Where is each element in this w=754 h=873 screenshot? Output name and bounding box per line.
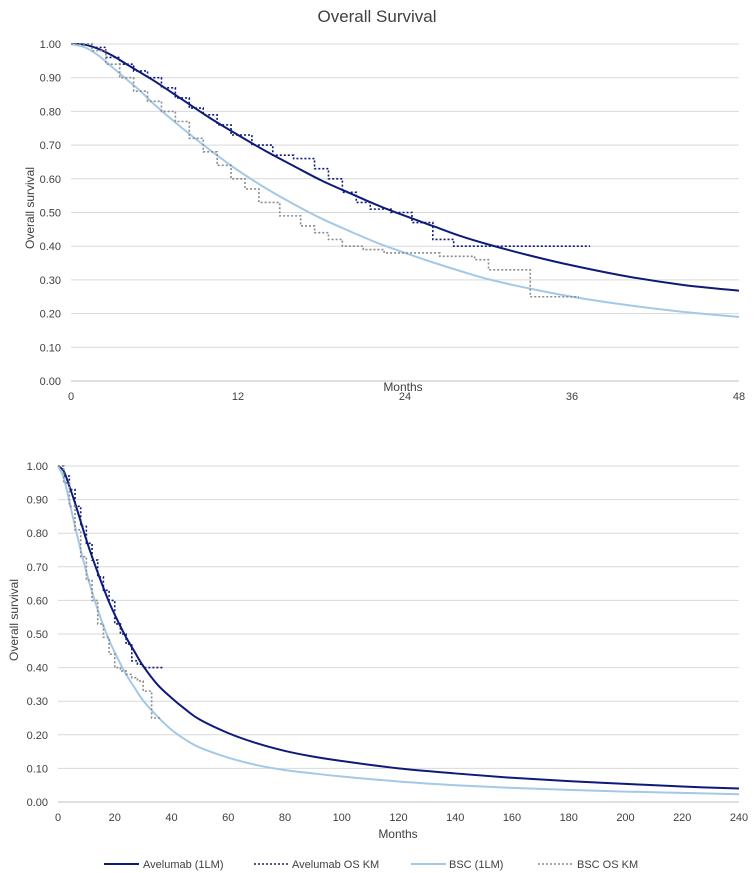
- y-tick-label: 0.10: [40, 342, 61, 354]
- x-axis-label: Months: [378, 827, 417, 841]
- y-tick-label: 0.80: [40, 106, 61, 118]
- series-line-bsc-os-km: [58, 465, 162, 719]
- y-tick-label: 0.80: [27, 528, 48, 540]
- legend-label: Avelumab (1LM): [143, 859, 224, 871]
- y-tick-label: 0.30: [27, 696, 48, 708]
- x-tick-label: 220: [673, 812, 691, 824]
- x-tick-label: 12: [232, 391, 244, 403]
- x-tick-label: 180: [560, 812, 578, 824]
- y-tick-label: 0.40: [40, 241, 61, 253]
- x-tick-label: 0: [55, 812, 61, 824]
- series-line-avelumab-1lm: [70, 43, 740, 292]
- x-tick-label: 140: [446, 812, 464, 824]
- y-tick-label: 1.00: [40, 39, 61, 51]
- legend-item-bsc-os-km: BSC OS KM: [538, 859, 638, 871]
- y-tick-label: 0.50: [40, 208, 61, 220]
- x-tick-label: 120: [389, 812, 407, 824]
- panel-bottom-240-months: 0.00 0.10 0.20 0.30 0.40 0.50 0.60 0.70 0.80 0.90…: [7, 461, 748, 841]
- y-tick-label: 0.40: [27, 663, 48, 675]
- y-tick-label: 0.20: [27, 730, 48, 742]
- x-tick-label: 40: [165, 812, 177, 824]
- series-line-avelumab-os-km: [71, 43, 591, 247]
- series-line-avelumab-1lm: [57, 465, 740, 790]
- series-line-avelumab-os-km: [58, 465, 164, 669]
- x-tick-label: 80: [279, 812, 291, 824]
- legend-item-bsc-1lm: BSC (1LM): [411, 859, 503, 871]
- x-tick-label: 60: [222, 812, 234, 824]
- y-tick-label: 0.60: [27, 595, 48, 607]
- y-tick-label: 0.00: [27, 797, 48, 809]
- x-axis-label: Months: [383, 380, 422, 394]
- y-tick-label: 0.70: [40, 140, 61, 152]
- legend-item-avelumab-os-km: Avelumab OS KM: [254, 859, 379, 871]
- x-tick-label: 160: [503, 812, 521, 824]
- legend-label: Avelumab OS KM: [292, 859, 379, 871]
- legend-label: BSC (1LM): [449, 859, 503, 871]
- y-tick-label: 0.20: [40, 309, 61, 321]
- x-tick-label: 240: [730, 812, 748, 824]
- series-line-bsc-1lm: [57, 465, 740, 796]
- x-tick-label: 36: [566, 391, 578, 403]
- series-line-bsc-os-km: [71, 43, 579, 298]
- x-tick-label: 20: [109, 812, 121, 824]
- y-tick-label: 0.90: [27, 495, 48, 507]
- y-tick-label: 0.60: [40, 174, 61, 186]
- x-tick-label: 48: [733, 391, 745, 403]
- series-line-bsc-1lm: [70, 43, 740, 318]
- y-tick-label: 0.70: [27, 562, 48, 574]
- y-tick-label: 0.00: [40, 376, 61, 388]
- chart-title: Overall Survival: [317, 7, 436, 26]
- x-tick-label: 24: [399, 391, 411, 403]
- legend-item-avelumab-1lm: Avelumab (1LM): [104, 859, 224, 871]
- legend-label: BSC OS KM: [577, 859, 638, 871]
- y-axis-label: Overall survival: [23, 167, 37, 249]
- panel-top-48-months: 0.00 0.10 0.20 0.30 0.40 0.50 0.60 0.70 0.80 0.90…: [23, 39, 745, 403]
- y-tick-label: 0.10: [27, 763, 48, 775]
- x-tick-label: 0: [68, 391, 74, 403]
- y-tick-label: 0.50: [27, 629, 48, 641]
- y-axis-label: Overall survival: [7, 579, 21, 661]
- y-tick-label: 0.30: [40, 275, 61, 287]
- y-tick-label: 1.00: [27, 461, 48, 473]
- x-tick-label: 200: [616, 812, 634, 824]
- y-tick-label: 0.90: [40, 73, 61, 85]
- x-tick-label: 100: [333, 812, 351, 824]
- legend: Avelumab (1LM) Avelumab OS KM BSC (1LM) …: [104, 859, 638, 871]
